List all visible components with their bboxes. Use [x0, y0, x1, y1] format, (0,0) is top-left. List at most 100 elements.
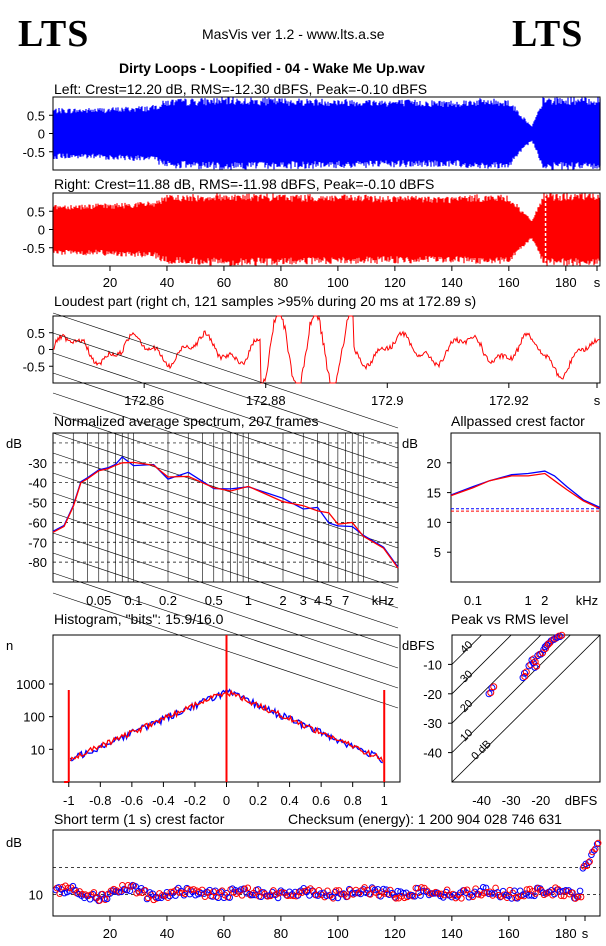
- file-title: Dirty Loops - Loopified - 04 - Wake Me U…: [119, 60, 425, 76]
- crest-point-left: [391, 893, 399, 901]
- point-left: [519, 674, 527, 682]
- y-tick-label: 100: [23, 710, 45, 725]
- y-tick-label: -80: [28, 555, 47, 570]
- point-left: [543, 641, 551, 649]
- slope-line: [52, 452, 399, 569]
- crest-point-left: [528, 892, 535, 899]
- y-tick-label: 15: [427, 486, 441, 501]
- left-waveform-plot: [49, 97, 601, 170]
- crest-point-right: [244, 884, 252, 892]
- x-tick-label: 0.8: [344, 793, 362, 808]
- point-left: [485, 690, 493, 698]
- crest-point-left: [317, 890, 325, 897]
- y-tick-label: -0.5: [23, 359, 45, 374]
- crest-point-right: [560, 892, 568, 900]
- crest-point-right: [458, 895, 465, 902]
- slope-line: [52, 552, 399, 669]
- crest-point-left: [274, 894, 282, 902]
- crest-frame: [450, 432, 601, 583]
- y-axis-label: dBFS: [402, 638, 435, 653]
- x-tick-label: 40: [160, 275, 174, 290]
- diagonal-line: [451, 634, 542, 724]
- x-tick-label: 0.05: [86, 593, 111, 608]
- right-waveform-signal: [52, 193, 601, 266]
- crest-point-right: [381, 890, 388, 897]
- y-tick-label: -70: [28, 535, 47, 550]
- x-tick-label: kHz: [576, 593, 598, 608]
- diagonal-label: 30: [458, 668, 475, 685]
- slope-line: [52, 572, 399, 689]
- checksum-text: Checksum (energy): 1 200 904 028 746 631: [288, 811, 562, 827]
- x-tick-label: -30: [502, 793, 521, 808]
- x-tick-label: 172.92: [489, 393, 529, 408]
- y-tick-label: -50: [28, 496, 47, 511]
- spectrum-grid: [52, 312, 399, 709]
- crest-point-left: [482, 884, 490, 892]
- crest-point-left: [394, 887, 402, 895]
- y-tick-label: 10: [427, 515, 441, 530]
- x-tick-label: kHz: [372, 593, 394, 608]
- crest-point-right: [418, 884, 425, 891]
- crest-point-right: [344, 893, 351, 900]
- spectrum-frame: [52, 432, 399, 583]
- app-version-text: MasVis ver 1.2 - www.lts.a.se: [202, 26, 385, 42]
- spectrum-right: [52, 461, 399, 569]
- slope-line: [52, 472, 399, 589]
- crest-point-right: [509, 889, 516, 897]
- crest-point-right: [463, 886, 471, 894]
- x-tick-label: -0.2: [184, 793, 206, 808]
- y-tick-label: 1000: [16, 677, 45, 692]
- crest-point-left: [591, 847, 598, 854]
- crest-point-left: [414, 885, 421, 892]
- slope-line: [52, 492, 399, 609]
- crest-point-left: [400, 889, 407, 897]
- crest-point-right: [332, 887, 340, 894]
- x-tick-label: 80: [274, 926, 288, 941]
- x-tick-label: 100: [327, 926, 349, 941]
- y-tick-label: -60: [28, 515, 47, 530]
- crest-factor-title: Allpassed crest factor: [451, 413, 585, 429]
- y-tick-label: -10: [423, 657, 442, 672]
- x-tick-label: -20: [531, 793, 550, 808]
- x-tick-label: 172.86: [124, 393, 164, 408]
- crest-point-left: [183, 884, 191, 892]
- crest-point-left: [123, 886, 131, 894]
- point-left: [521, 669, 529, 677]
- diagonal-line: [451, 634, 512, 695]
- x-tick-label: 0: [223, 793, 230, 808]
- crest-left: [450, 470, 601, 509]
- y-axis-label: dB: [402, 436, 418, 451]
- x-tick-label: 160: [498, 275, 520, 290]
- crest-point-left: [593, 840, 601, 848]
- crest-point-right: [446, 891, 454, 899]
- spectrum-left: [52, 456, 399, 568]
- x-tick-label: 60: [217, 926, 231, 941]
- point-right: [521, 672, 529, 680]
- crest-point-left: [431, 890, 439, 897]
- x-tick-label: 0.5: [205, 593, 223, 608]
- x-tick-label: 20: [103, 926, 117, 941]
- crest-point-left: [132, 883, 139, 890]
- x-tick-label: dBFS: [565, 793, 598, 808]
- left-waveform-signal: [52, 97, 601, 170]
- y-axis-label: dB: [6, 436, 22, 451]
- point-right: [487, 689, 495, 697]
- left-waveform-frame: [52, 96, 601, 171]
- y-tick-label: -20: [423, 687, 442, 702]
- crest-point-right: [329, 895, 337, 902]
- y-tick-label: 10: [31, 742, 45, 757]
- x-tick-label: -0.8: [89, 793, 111, 808]
- crest-point-left: [214, 894, 222, 902]
- x-tick-label: 120: [384, 275, 406, 290]
- slope-line: [52, 532, 399, 649]
- x-tick-label: 0.6: [312, 793, 330, 808]
- y-tick-label: -30: [28, 456, 47, 471]
- crest-point-right: [594, 839, 602, 847]
- slope-line: [52, 312, 399, 429]
- point-left: [556, 632, 564, 640]
- x-tick-label: 100: [327, 275, 349, 290]
- x-tick-label: 4: [314, 593, 321, 608]
- y-tick-label: 0: [38, 127, 45, 142]
- loudest-part-title: Loudest part (right ch, 121 samples >95%…: [54, 293, 477, 309]
